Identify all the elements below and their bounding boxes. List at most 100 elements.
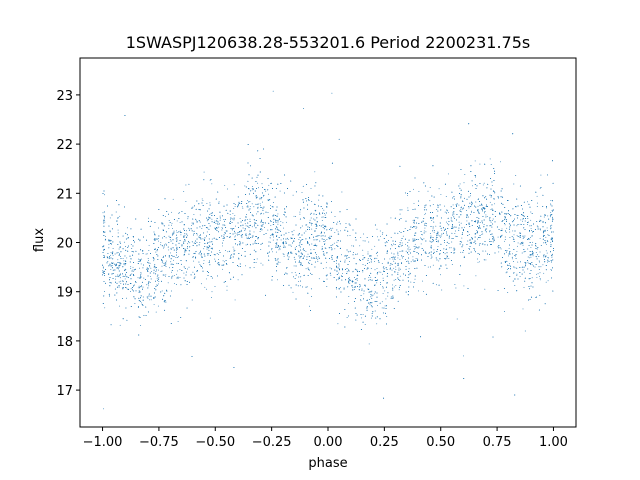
data-point bbox=[516, 225, 518, 227]
data-point bbox=[275, 222, 277, 223]
data-point bbox=[470, 210, 472, 212]
data-point bbox=[276, 227, 278, 228]
data-point bbox=[160, 244, 162, 246]
data-point bbox=[222, 268, 224, 270]
data-point bbox=[514, 285, 516, 286]
data-point bbox=[422, 280, 424, 282]
data-point bbox=[311, 258, 313, 260]
data-point bbox=[481, 233, 483, 235]
data-point bbox=[126, 319, 128, 321]
data-point bbox=[415, 258, 417, 260]
data-point bbox=[550, 241, 552, 243]
data-point bbox=[467, 240, 469, 242]
data-point bbox=[108, 243, 110, 245]
data-point bbox=[423, 230, 425, 232]
data-point bbox=[517, 242, 519, 244]
data-point bbox=[120, 256, 121, 257]
data-point bbox=[413, 245, 415, 247]
data-point bbox=[524, 220, 526, 222]
data-point bbox=[252, 236, 254, 238]
data-point bbox=[550, 211, 552, 213]
data-point bbox=[516, 234, 518, 236]
data-point bbox=[326, 278, 328, 280]
data-point bbox=[531, 253, 533, 255]
data-point bbox=[239, 217, 241, 219]
data-point bbox=[219, 215, 221, 217]
data-point bbox=[530, 256, 532, 258]
data-point bbox=[270, 235, 272, 237]
data-point bbox=[347, 235, 349, 237]
data-point bbox=[294, 247, 296, 249]
data-point bbox=[202, 200, 204, 202]
data-point bbox=[504, 236, 506, 238]
data-point bbox=[380, 235, 381, 237]
data-point bbox=[539, 272, 541, 274]
data-point bbox=[452, 227, 454, 229]
data-point bbox=[273, 236, 275, 238]
data-point bbox=[279, 190, 281, 192]
data-point bbox=[521, 214, 523, 216]
data-point bbox=[176, 220, 178, 222]
chart-title: 1SWASPJ120638.28-553201.6 Period 2200231… bbox=[126, 33, 531, 52]
data-point bbox=[165, 243, 167, 245]
data-point bbox=[540, 174, 542, 176]
data-point bbox=[187, 243, 188, 245]
data-point bbox=[423, 238, 425, 240]
data-point bbox=[238, 257, 240, 259]
data-point bbox=[318, 256, 319, 258]
data-point bbox=[309, 237, 311, 239]
data-point bbox=[531, 235, 533, 236]
data-point bbox=[309, 219, 311, 221]
data-point bbox=[256, 258, 258, 260]
data-point bbox=[521, 224, 522, 225]
data-point bbox=[109, 217, 111, 219]
data-point bbox=[435, 239, 437, 240]
data-point bbox=[532, 253, 534, 255]
data-point bbox=[283, 255, 285, 257]
data-point bbox=[367, 279, 369, 281]
scatter-points bbox=[102, 90, 554, 410]
data-point bbox=[318, 235, 320, 237]
data-point bbox=[132, 269, 134, 271]
data-point bbox=[405, 259, 407, 260]
data-point bbox=[104, 221, 106, 223]
data-point bbox=[195, 220, 197, 222]
data-point bbox=[187, 235, 189, 237]
data-point bbox=[246, 219, 248, 221]
data-point bbox=[173, 230, 175, 232]
data-point bbox=[500, 213, 501, 215]
data-point bbox=[171, 276, 173, 278]
data-point bbox=[552, 219, 554, 221]
data-point bbox=[349, 282, 351, 284]
data-point bbox=[107, 261, 109, 262]
data-point bbox=[186, 230, 187, 232]
data-point bbox=[342, 272, 344, 274]
data-point bbox=[314, 243, 316, 245]
data-point bbox=[246, 237, 248, 239]
data-point bbox=[102, 212, 104, 214]
data-point bbox=[397, 272, 399, 274]
data-point bbox=[508, 247, 510, 249]
data-point bbox=[192, 222, 194, 224]
data-point bbox=[429, 233, 431, 235]
data-point bbox=[156, 277, 158, 279]
data-point bbox=[368, 343, 370, 345]
data-point bbox=[517, 261, 519, 263]
data-point bbox=[192, 256, 194, 258]
data-point bbox=[104, 194, 106, 196]
data-point bbox=[551, 269, 553, 271]
data-point bbox=[355, 282, 357, 284]
data-point bbox=[324, 214, 326, 216]
data-point bbox=[272, 239, 274, 241]
data-point bbox=[293, 265, 295, 267]
data-point bbox=[491, 236, 493, 238]
data-point bbox=[451, 264, 453, 265]
data-point bbox=[477, 238, 479, 240]
data-point bbox=[370, 317, 372, 319]
data-point bbox=[361, 317, 363, 319]
data-point bbox=[110, 254, 112, 256]
data-point bbox=[311, 224, 313, 226]
data-point bbox=[148, 250, 150, 252]
data-point bbox=[259, 231, 261, 232]
data-point bbox=[482, 233, 484, 235]
